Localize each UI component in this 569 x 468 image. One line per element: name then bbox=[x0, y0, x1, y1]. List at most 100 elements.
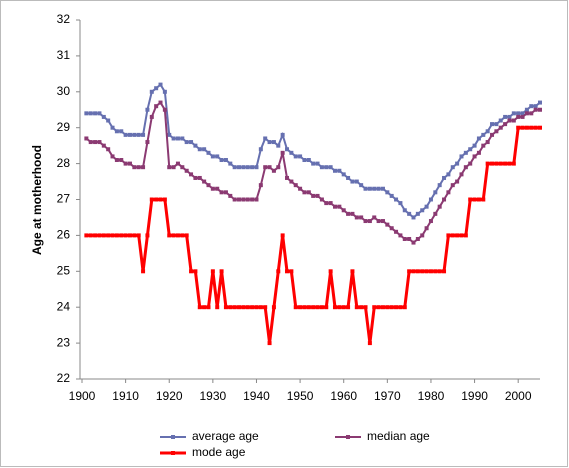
point-marker bbox=[175, 233, 180, 238]
point-marker bbox=[538, 125, 542, 130]
point-marker bbox=[88, 111, 93, 116]
x-tick-label: 1920 bbox=[156, 389, 183, 403]
point-marker bbox=[498, 161, 503, 166]
point-marker bbox=[450, 165, 455, 170]
point-marker bbox=[476, 197, 481, 202]
point-marker bbox=[258, 305, 263, 310]
point-marker bbox=[106, 147, 111, 152]
point-marker bbox=[485, 129, 490, 134]
point-marker bbox=[302, 158, 307, 163]
point-marker bbox=[524, 111, 529, 116]
point-marker bbox=[437, 183, 442, 188]
point-marker bbox=[354, 179, 359, 184]
point-marker bbox=[341, 172, 346, 177]
point-marker bbox=[267, 341, 272, 346]
point-marker bbox=[306, 158, 311, 163]
point-marker bbox=[494, 122, 499, 127]
point-marker bbox=[459, 233, 464, 238]
point-marker bbox=[127, 132, 132, 137]
x-tick-label: 2000 bbox=[505, 389, 532, 403]
point-marker bbox=[84, 136, 89, 141]
legend-marker bbox=[346, 435, 350, 439]
point-marker bbox=[415, 211, 420, 216]
point-marker bbox=[494, 161, 499, 166]
point-marker bbox=[380, 305, 385, 310]
point-marker bbox=[241, 305, 246, 310]
point-marker bbox=[206, 305, 211, 310]
point-marker bbox=[520, 125, 525, 130]
point-marker bbox=[193, 269, 198, 274]
point-marker bbox=[232, 165, 237, 170]
legend-marker bbox=[171, 451, 175, 455]
point-marker bbox=[385, 190, 390, 195]
point-marker bbox=[93, 233, 98, 238]
point-marker bbox=[114, 158, 119, 163]
point-marker bbox=[175, 136, 180, 141]
point-marker bbox=[346, 175, 351, 180]
point-marker bbox=[529, 111, 534, 116]
point-marker bbox=[490, 132, 495, 137]
point-marker bbox=[141, 132, 146, 137]
point-marker bbox=[245, 197, 250, 202]
point-marker bbox=[485, 140, 490, 145]
point-marker bbox=[424, 204, 429, 209]
point-marker bbox=[354, 305, 359, 310]
point-marker bbox=[232, 305, 237, 310]
point-marker bbox=[507, 118, 512, 123]
point-marker bbox=[302, 305, 307, 310]
point-marker bbox=[197, 175, 202, 180]
point-marker bbox=[311, 193, 316, 198]
point-marker bbox=[481, 197, 486, 202]
point-marker bbox=[533, 107, 538, 112]
point-marker bbox=[250, 305, 255, 310]
point-marker bbox=[280, 132, 285, 137]
point-marker bbox=[498, 118, 503, 123]
point-marker bbox=[154, 197, 159, 202]
point-marker bbox=[503, 114, 508, 119]
point-marker bbox=[420, 269, 425, 274]
x-tick-label: 1930 bbox=[200, 389, 227, 403]
point-marker bbox=[389, 305, 394, 310]
point-marker bbox=[468, 147, 473, 152]
point-marker bbox=[158, 82, 163, 87]
point-marker bbox=[424, 226, 429, 231]
point-marker bbox=[363, 219, 368, 224]
point-marker bbox=[337, 305, 342, 310]
point-marker bbox=[285, 147, 290, 152]
point-marker bbox=[132, 165, 137, 170]
point-marker bbox=[498, 125, 503, 130]
point-marker bbox=[167, 165, 172, 170]
y-tick-label: 24 bbox=[57, 299, 71, 313]
point-marker bbox=[415, 236, 420, 241]
point-marker bbox=[463, 165, 468, 170]
y-tick-label: 28 bbox=[57, 156, 71, 170]
point-marker bbox=[298, 186, 303, 191]
point-marker bbox=[193, 175, 198, 180]
point-marker bbox=[315, 193, 320, 198]
point-marker bbox=[289, 269, 294, 274]
point-marker bbox=[433, 211, 438, 216]
point-marker bbox=[180, 136, 185, 141]
point-marker bbox=[119, 129, 124, 134]
y-tick-label: 25 bbox=[57, 263, 71, 277]
point-marker bbox=[271, 305, 276, 310]
point-marker bbox=[516, 111, 521, 116]
point-marker bbox=[93, 140, 98, 145]
point-marker bbox=[285, 269, 290, 274]
point-marker bbox=[455, 161, 460, 166]
point-marker bbox=[402, 208, 407, 213]
point-marker bbox=[228, 193, 233, 198]
point-marker bbox=[446, 172, 451, 177]
point-marker bbox=[524, 107, 529, 112]
point-marker bbox=[298, 154, 303, 159]
point-marker bbox=[516, 125, 521, 130]
point-marker bbox=[354, 215, 359, 220]
point-marker bbox=[459, 154, 464, 159]
point-marker bbox=[114, 233, 119, 238]
point-marker bbox=[285, 175, 290, 180]
point-marker bbox=[315, 161, 320, 166]
y-tick-label: 29 bbox=[57, 120, 71, 134]
point-marker bbox=[380, 219, 385, 224]
point-marker bbox=[346, 305, 351, 310]
point-marker bbox=[254, 197, 259, 202]
